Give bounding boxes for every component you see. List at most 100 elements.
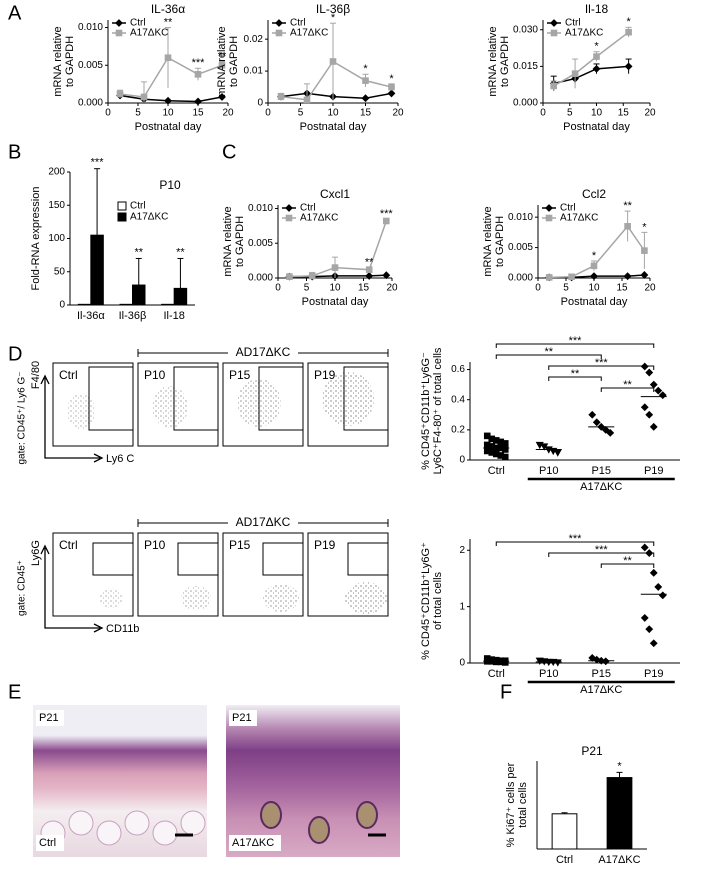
plot-label: Ctrl bbox=[59, 538, 78, 552]
significance: * bbox=[594, 41, 599, 53]
data-point bbox=[590, 262, 598, 270]
line bbox=[280, 92, 392, 99]
x-axis-label: Postnatal day bbox=[302, 296, 369, 308]
legend-label: A17ΔKC bbox=[565, 28, 603, 39]
y-tick-label: 0.01 bbox=[244, 66, 264, 77]
plot-label: P19 bbox=[314, 368, 336, 382]
timepoint-label: P21 bbox=[232, 712, 252, 724]
x-tick-label: 10 bbox=[327, 108, 339, 119]
significance: * bbox=[642, 221, 647, 233]
significance: * bbox=[389, 73, 394, 85]
legend-marker bbox=[115, 29, 123, 37]
gate bbox=[92, 542, 134, 576]
comparison-bracket bbox=[495, 541, 655, 546]
legend-marker bbox=[285, 204, 293, 212]
data-point bbox=[164, 54, 172, 62]
legend-label: A17ΔKC bbox=[300, 213, 338, 224]
data-point bbox=[194, 71, 202, 78]
y-axis-label: F4/80 bbox=[30, 361, 42, 389]
gate-label: gate: CD45⁺/ Ly6 G⁻ bbox=[17, 371, 28, 464]
adipocyte bbox=[96, 820, 122, 846]
y-axis-label: % CD45⁺CD11b⁺Ly6G⁺ bbox=[420, 542, 432, 660]
cell-population bbox=[67, 393, 95, 429]
data-point bbox=[387, 89, 396, 98]
y-tick-label: 50 bbox=[54, 266, 66, 277]
data-point bbox=[383, 217, 390, 225]
x-tick-label: A17ΔKC bbox=[598, 854, 640, 866]
legend-label: Ctrl bbox=[560, 203, 576, 214]
x-tick-label: Ctrl bbox=[556, 854, 573, 866]
data-point bbox=[382, 271, 391, 280]
data-point bbox=[388, 83, 395, 91]
y-tick-label: 0 bbox=[459, 455, 465, 466]
y-tick-label: 0.030 bbox=[513, 24, 538, 35]
cell-population bbox=[345, 582, 387, 614]
data-point bbox=[329, 58, 337, 65]
legend-label: A17ΔKC bbox=[130, 28, 168, 39]
y-tick-label: 0.010 bbox=[508, 212, 533, 223]
x-tick-label: 5 bbox=[298, 108, 304, 119]
legend-label: A17ΔKC bbox=[130, 212, 168, 223]
y-axis-label: % CD45⁺CD11b⁺Ly6G⁻ bbox=[420, 352, 432, 470]
x-tick-label: 20 bbox=[222, 108, 234, 119]
x-tick-label: 0 bbox=[265, 108, 271, 119]
bar bbox=[119, 303, 133, 306]
x-axis-label: Postnatal day bbox=[563, 121, 630, 133]
y-axis-label: to GAPDH bbox=[494, 216, 506, 267]
data-point bbox=[545, 274, 553, 281]
y-axis-label: mRNA relative bbox=[52, 26, 64, 96]
y-axis-label: Ly6C⁺F4-80⁺ of total cells bbox=[432, 347, 444, 474]
data-point bbox=[641, 247, 648, 254]
chart-title: IL-36β bbox=[316, 2, 350, 16]
hair-follicle bbox=[308, 816, 330, 844]
data-point bbox=[592, 64, 601, 73]
data-point bbox=[649, 639, 658, 648]
group-label: A17ΔKC bbox=[580, 684, 622, 696]
data-point bbox=[277, 93, 285, 100]
plot-label: P10 bbox=[144, 368, 166, 382]
data-point bbox=[640, 543, 649, 552]
y-tick-label: 0.4 bbox=[451, 394, 465, 405]
data-point bbox=[623, 272, 632, 281]
legend-label: Ctrl bbox=[130, 201, 146, 212]
y-tick-label: 0.000 bbox=[513, 98, 538, 109]
data-point bbox=[140, 93, 148, 101]
y-tick-label: 0.6 bbox=[451, 364, 465, 375]
data-point bbox=[654, 583, 663, 591]
data-point bbox=[601, 657, 610, 666]
legend-label: Ctrl bbox=[565, 18, 581, 29]
cell-population bbox=[152, 386, 188, 428]
x-tick-label: P10 bbox=[539, 465, 559, 477]
cell-population bbox=[99, 588, 123, 608]
adipocyte bbox=[68, 810, 94, 836]
plot-label: P15 bbox=[229, 538, 251, 552]
y-axis-label: % Ki67⁺ cells per bbox=[505, 762, 517, 847]
group-label: AD17ΔKC bbox=[236, 515, 291, 529]
gate bbox=[262, 542, 304, 576]
legend-label: A17ΔKC bbox=[290, 28, 328, 39]
cell-population bbox=[322, 372, 374, 426]
x-tick-label: Il-36α bbox=[77, 310, 105, 322]
significance: *** bbox=[595, 544, 609, 556]
significance: ** bbox=[176, 246, 185, 258]
x-tick-label: 0 bbox=[535, 283, 541, 294]
y-axis-label: to GAPDH bbox=[499, 36, 511, 87]
y-axis-label: Fold-RNA expression bbox=[30, 187, 42, 291]
bar bbox=[161, 303, 175, 306]
x-tick-label: 20 bbox=[386, 283, 398, 294]
gate bbox=[177, 542, 219, 576]
data-point bbox=[624, 222, 631, 230]
data-point bbox=[640, 362, 649, 371]
significance: *** bbox=[569, 335, 583, 347]
comparison-bracket bbox=[548, 552, 655, 557]
x-tick-label: 10 bbox=[588, 283, 600, 294]
y-tick-label: 0.005 bbox=[508, 242, 533, 253]
bar bbox=[77, 303, 92, 306]
gate bbox=[347, 542, 389, 576]
x-axis-label: Postnatal day bbox=[300, 121, 367, 133]
chart-title: IL-36α bbox=[151, 2, 185, 16]
significance: ** bbox=[218, 50, 227, 62]
group-label: A17ΔKC bbox=[580, 481, 622, 493]
hair-follicle bbox=[260, 801, 282, 829]
